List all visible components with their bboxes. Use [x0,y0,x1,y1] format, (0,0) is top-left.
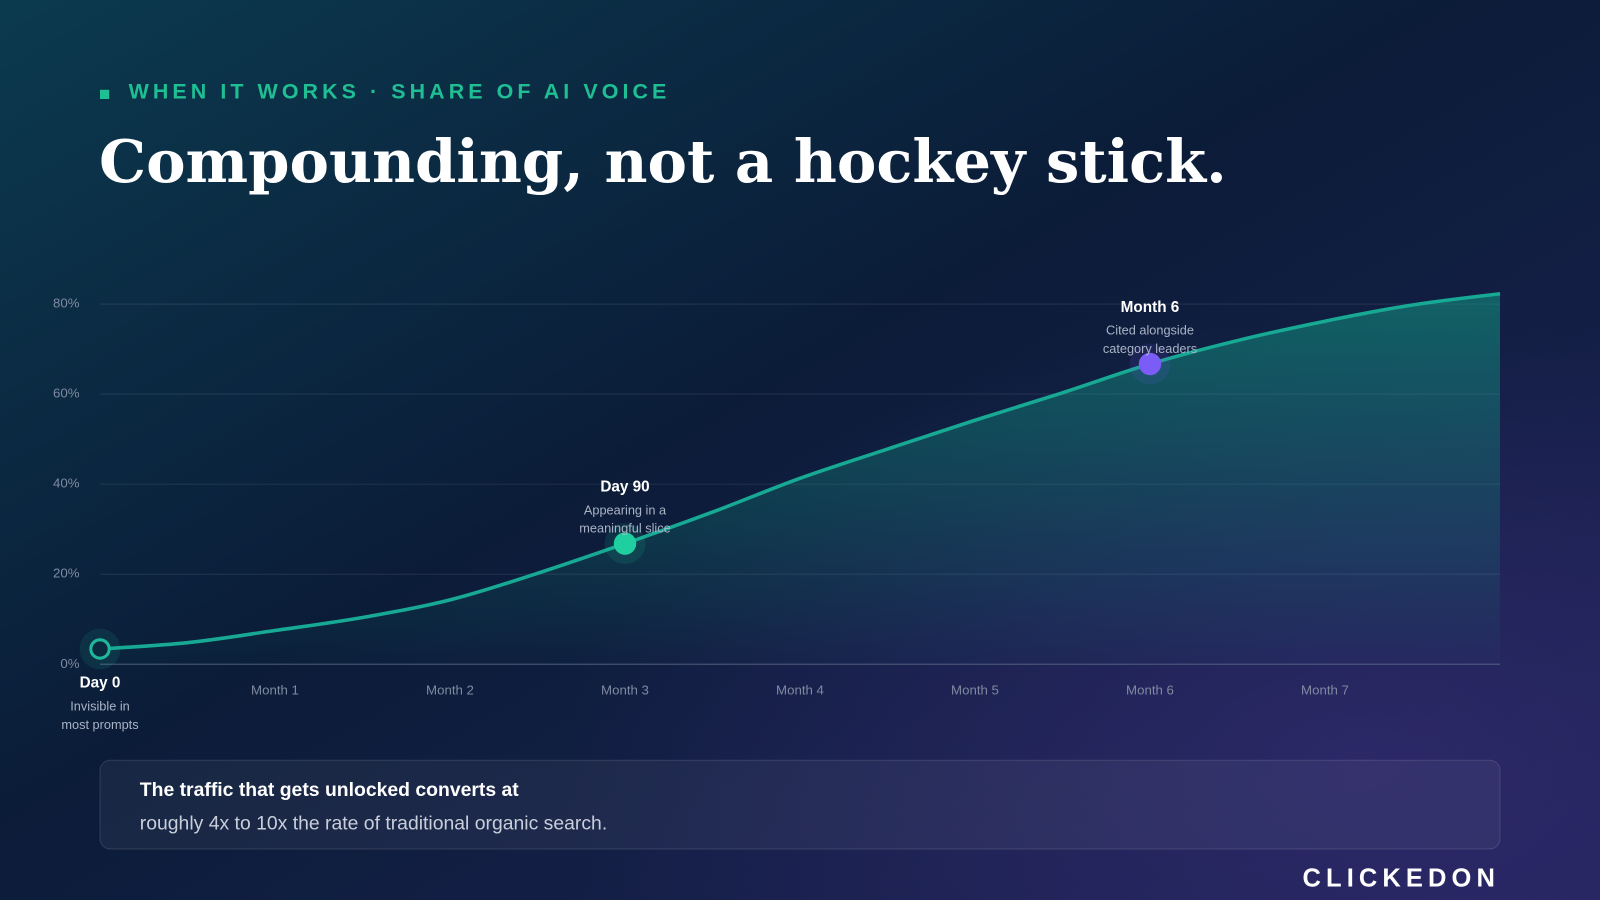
x-tick-label: Month 2 [426,682,474,697]
milestone-label: Month 6 [1121,299,1180,316]
milestone-note: most prompts [61,717,138,732]
callout-box [99,759,1501,850]
y-tick-label: 0% [60,656,79,671]
y-tick-label: 80% [53,296,80,311]
eyebrow-marker [100,89,110,99]
y-tick-label: 20% [53,566,80,581]
logo: CLICKEDON [1303,864,1501,892]
x-tick-label: Month 7 [1301,682,1349,697]
callout-headline: The traffic that gets unlocked converts … [140,779,520,801]
callout-body: roughly 4x to 10x the rate of traditiona… [140,813,607,835]
milestone-note: Cited alongside [1106,323,1194,338]
milestone-note: category leaders [1103,341,1197,356]
x-tick-label: Month 4 [776,682,824,697]
milestone-note: Invisible in [70,699,130,714]
milestone-dot [1138,352,1162,376]
x-tick-label: Month 5 [951,682,999,697]
plot: 0% 20% 40% 60% 80% Month 1 Month 2 Month 3 Month… [53,291,1501,732]
milestone-label: Day 0 [80,675,121,692]
x-tick-label: Month 6 [1126,682,1174,697]
milestone-note: meaningful slice [579,521,670,536]
title: Compounding, not a hockey stick. [99,126,1227,196]
milestone-dot [89,638,111,660]
y-tick-label: 60% [53,386,80,401]
x-tick-label: Month 3 [601,682,649,697]
line [99,291,1501,651]
milestone-dot [613,532,637,555]
eyebrow: WHEN IT WORKS · SHARE OF AI VOICE [129,80,671,104]
milestone-note: Appearing in a [584,502,667,517]
x-tick-label: Month 1 [251,682,299,697]
milestone-label: Day 90 [600,479,649,496]
y-tick-label: 40% [53,476,80,491]
